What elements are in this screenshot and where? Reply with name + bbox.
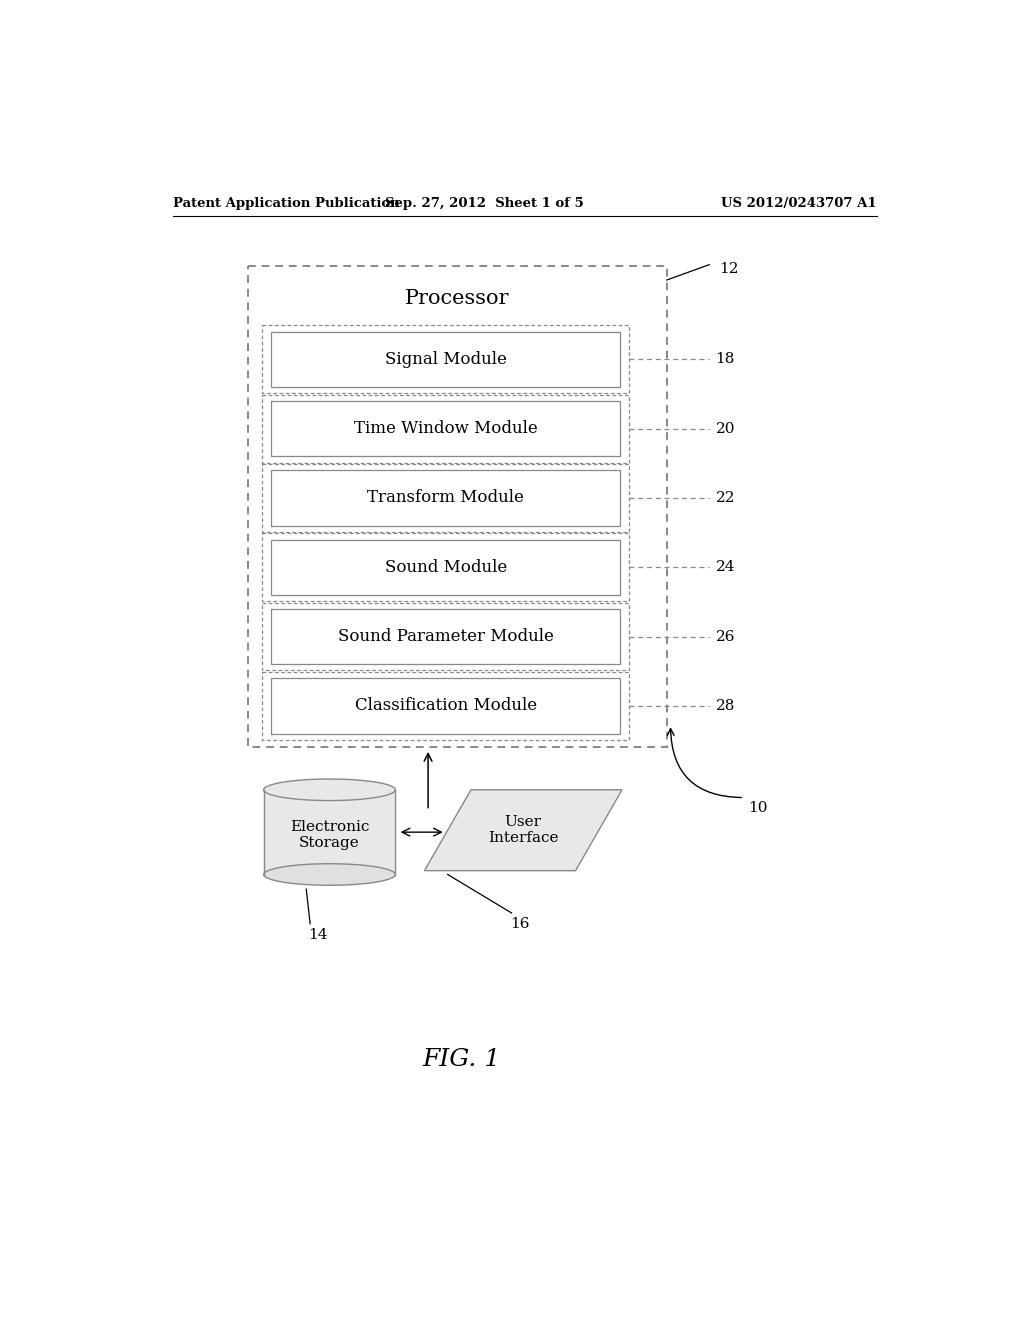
Text: User
Interface: User Interface	[488, 816, 558, 845]
Text: Time Window Module: Time Window Module	[354, 420, 538, 437]
FancyBboxPatch shape	[248, 267, 667, 747]
FancyBboxPatch shape	[262, 672, 630, 739]
FancyBboxPatch shape	[271, 540, 621, 595]
Text: 16: 16	[510, 917, 529, 931]
Text: FIG. 1: FIG. 1	[422, 1048, 501, 1071]
FancyBboxPatch shape	[271, 609, 621, 664]
Text: Patent Application Publication: Patent Application Publication	[173, 197, 399, 210]
Text: 12: 12	[719, 261, 739, 276]
FancyBboxPatch shape	[271, 678, 621, 734]
Text: 18: 18	[716, 352, 735, 367]
FancyBboxPatch shape	[271, 401, 621, 457]
FancyBboxPatch shape	[262, 603, 630, 671]
Text: Signal Module: Signal Module	[385, 351, 507, 368]
Text: Classification Module: Classification Module	[354, 697, 537, 714]
Text: 22: 22	[716, 491, 735, 506]
Text: 10: 10	[748, 800, 768, 814]
FancyBboxPatch shape	[262, 395, 630, 462]
FancyBboxPatch shape	[271, 331, 621, 387]
Ellipse shape	[263, 863, 395, 886]
Text: 26: 26	[716, 630, 735, 644]
Text: Processor: Processor	[406, 289, 510, 308]
Text: Transform Module: Transform Module	[368, 490, 524, 507]
FancyBboxPatch shape	[262, 533, 630, 601]
Bar	[263, 789, 395, 875]
FancyBboxPatch shape	[262, 465, 630, 532]
Text: 14: 14	[308, 928, 328, 941]
Text: US 2012/0243707 A1: US 2012/0243707 A1	[721, 197, 877, 210]
Text: Sep. 27, 2012  Sheet 1 of 5: Sep. 27, 2012 Sheet 1 of 5	[385, 197, 584, 210]
Polygon shape	[424, 789, 622, 871]
FancyBboxPatch shape	[271, 470, 621, 525]
Text: 28: 28	[716, 698, 735, 713]
FancyBboxPatch shape	[262, 326, 630, 393]
Text: Sound Parameter Module: Sound Parameter Module	[338, 628, 554, 645]
Text: Electronic
Storage: Electronic Storage	[290, 820, 370, 850]
Ellipse shape	[263, 779, 395, 800]
Text: Sound Module: Sound Module	[385, 558, 507, 576]
Text: 24: 24	[716, 560, 735, 574]
Text: 20: 20	[716, 421, 735, 436]
